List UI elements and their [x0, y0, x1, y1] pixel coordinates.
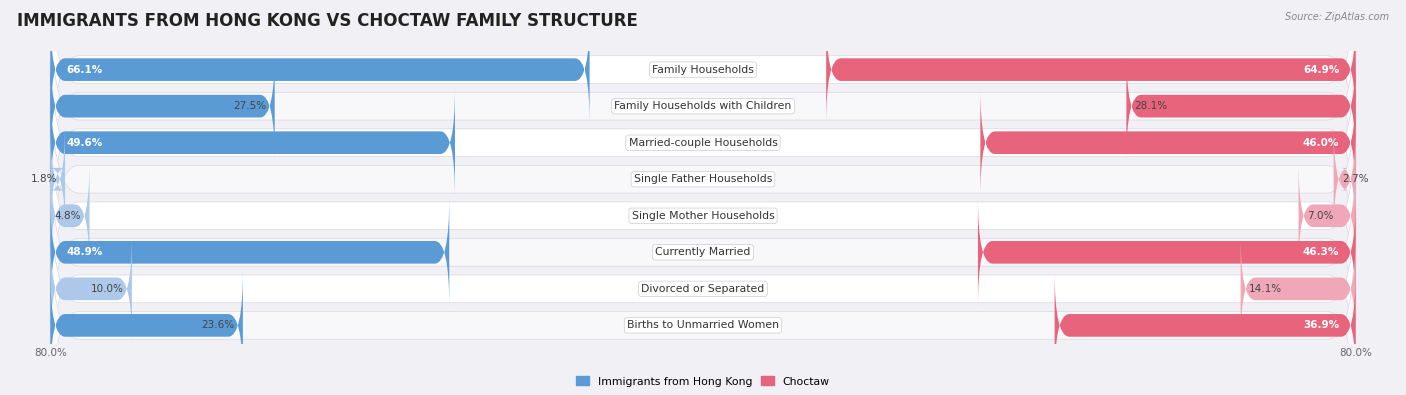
FancyBboxPatch shape — [51, 65, 1355, 293]
FancyBboxPatch shape — [51, 211, 1355, 395]
FancyBboxPatch shape — [51, 271, 243, 380]
Text: 66.1%: 66.1% — [66, 65, 103, 75]
FancyBboxPatch shape — [51, 175, 1355, 395]
Text: 46.0%: 46.0% — [1303, 138, 1340, 148]
FancyBboxPatch shape — [51, 88, 456, 197]
Text: 2.7%: 2.7% — [1341, 174, 1368, 184]
Text: 46.3%: 46.3% — [1303, 247, 1340, 257]
Text: Single Mother Households: Single Mother Households — [631, 211, 775, 221]
Text: 23.6%: 23.6% — [201, 320, 235, 330]
Text: Single Father Households: Single Father Households — [634, 174, 772, 184]
FancyBboxPatch shape — [979, 198, 1355, 307]
Text: 1.8%: 1.8% — [31, 174, 56, 184]
Text: 64.9%: 64.9% — [1303, 65, 1340, 75]
FancyBboxPatch shape — [1334, 125, 1355, 234]
Text: Currently Married: Currently Married — [655, 247, 751, 257]
Text: 36.9%: 36.9% — [1303, 320, 1340, 330]
FancyBboxPatch shape — [51, 102, 1355, 330]
Text: 48.9%: 48.9% — [66, 247, 103, 257]
Text: IMMIGRANTS FROM HONG KONG VS CHOCTAW FAMILY STRUCTURE: IMMIGRANTS FROM HONG KONG VS CHOCTAW FAM… — [17, 12, 638, 30]
Text: Births to Unmarried Women: Births to Unmarried Women — [627, 320, 779, 330]
Text: Family Households: Family Households — [652, 65, 754, 75]
Text: Source: ZipAtlas.com: Source: ZipAtlas.com — [1285, 12, 1389, 22]
FancyBboxPatch shape — [827, 15, 1355, 124]
Text: 49.6%: 49.6% — [66, 138, 103, 148]
Legend: Immigrants from Hong Kong, Choctaw: Immigrants from Hong Kong, Choctaw — [572, 372, 834, 391]
Text: Married-couple Households: Married-couple Households — [628, 138, 778, 148]
FancyBboxPatch shape — [51, 15, 589, 124]
Text: 10.0%: 10.0% — [91, 284, 124, 294]
Text: 28.1%: 28.1% — [1135, 101, 1168, 111]
FancyBboxPatch shape — [1126, 52, 1355, 161]
FancyBboxPatch shape — [1054, 271, 1355, 380]
Text: Family Households with Children: Family Households with Children — [614, 101, 792, 111]
Text: Divorced or Separated: Divorced or Separated — [641, 284, 765, 294]
FancyBboxPatch shape — [51, 198, 450, 307]
FancyBboxPatch shape — [51, 161, 90, 270]
Text: 7.0%: 7.0% — [1306, 211, 1333, 221]
FancyBboxPatch shape — [1299, 161, 1355, 270]
Text: 4.8%: 4.8% — [55, 211, 82, 221]
Text: 14.1%: 14.1% — [1249, 284, 1282, 294]
FancyBboxPatch shape — [980, 88, 1355, 197]
FancyBboxPatch shape — [51, 234, 132, 343]
FancyBboxPatch shape — [51, 52, 274, 161]
FancyBboxPatch shape — [51, 0, 1355, 184]
FancyBboxPatch shape — [51, 29, 1355, 257]
FancyBboxPatch shape — [1240, 234, 1355, 343]
FancyBboxPatch shape — [51, 138, 1355, 366]
Text: 27.5%: 27.5% — [233, 101, 267, 111]
FancyBboxPatch shape — [51, 125, 65, 234]
FancyBboxPatch shape — [51, 0, 1355, 220]
